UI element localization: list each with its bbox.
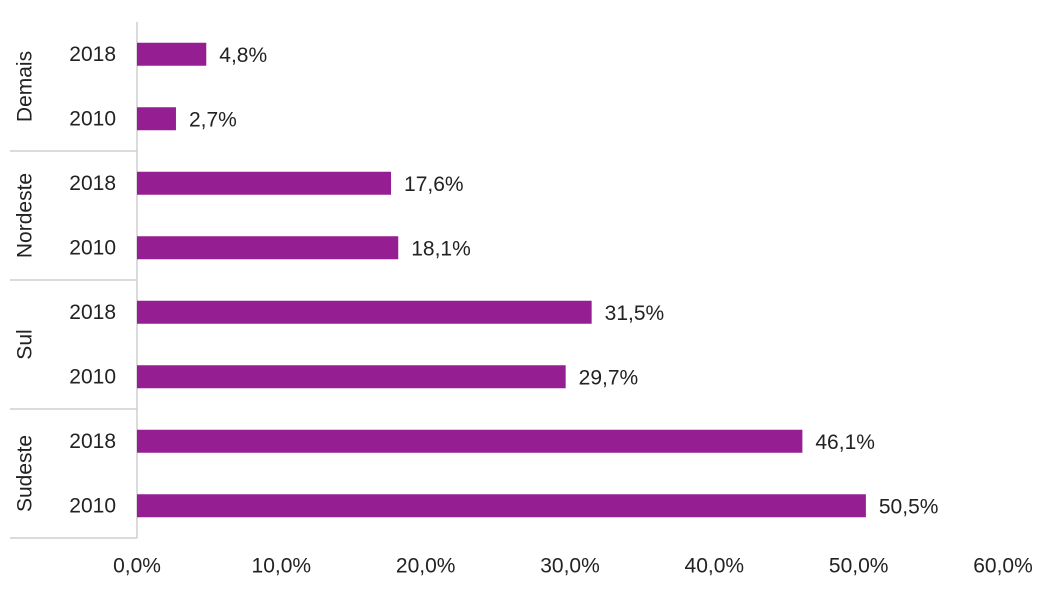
group-label-sul: Sul [14,329,37,359]
data-label: 17,6% [404,173,464,196]
x-tick-label: 50,0% [829,555,889,578]
data-label: 46,1% [815,431,875,454]
group-label-sudeste: Sudeste [14,435,37,512]
bar-nordeste-2018 [137,171,392,195]
data-label: 31,5% [605,302,665,325]
year-label: 2010 [69,107,116,130]
group-label-demais: Demais [14,51,37,122]
year-label: 2010 [69,365,116,388]
bar-sudeste-2010 [137,494,866,518]
bar-sul-2010 [137,365,566,389]
year-label: 2018 [69,301,116,324]
x-tick-label: 40,0% [685,555,745,578]
data-label: 29,7% [579,366,639,389]
year-label: 2018 [69,430,116,453]
bar-demais-2010 [137,107,176,131]
year-label: 2010 [69,236,116,259]
bar-demais-2018 [137,42,207,66]
x-tick-label: 20,0% [396,555,456,578]
x-tick-label: 10,0% [252,555,312,578]
data-label: 18,1% [411,237,471,260]
x-tick-label: 60,0% [973,555,1033,578]
x-tick-label: 30,0% [540,555,600,578]
year-label: 2018 [69,172,116,195]
x-tick-label: 0,0% [113,555,161,578]
bar-sul-2018 [137,300,592,324]
year-label: 2018 [69,43,116,66]
bar-sudeste-2018 [137,429,803,453]
year-label: 2010 [69,494,116,517]
data-label: 2,7% [189,108,237,131]
bar-nordeste-2010 [137,236,399,260]
data-label: 4,8% [219,44,267,67]
group-label-nordeste: Nordeste [14,173,37,258]
data-label: 50,5% [879,495,939,518]
